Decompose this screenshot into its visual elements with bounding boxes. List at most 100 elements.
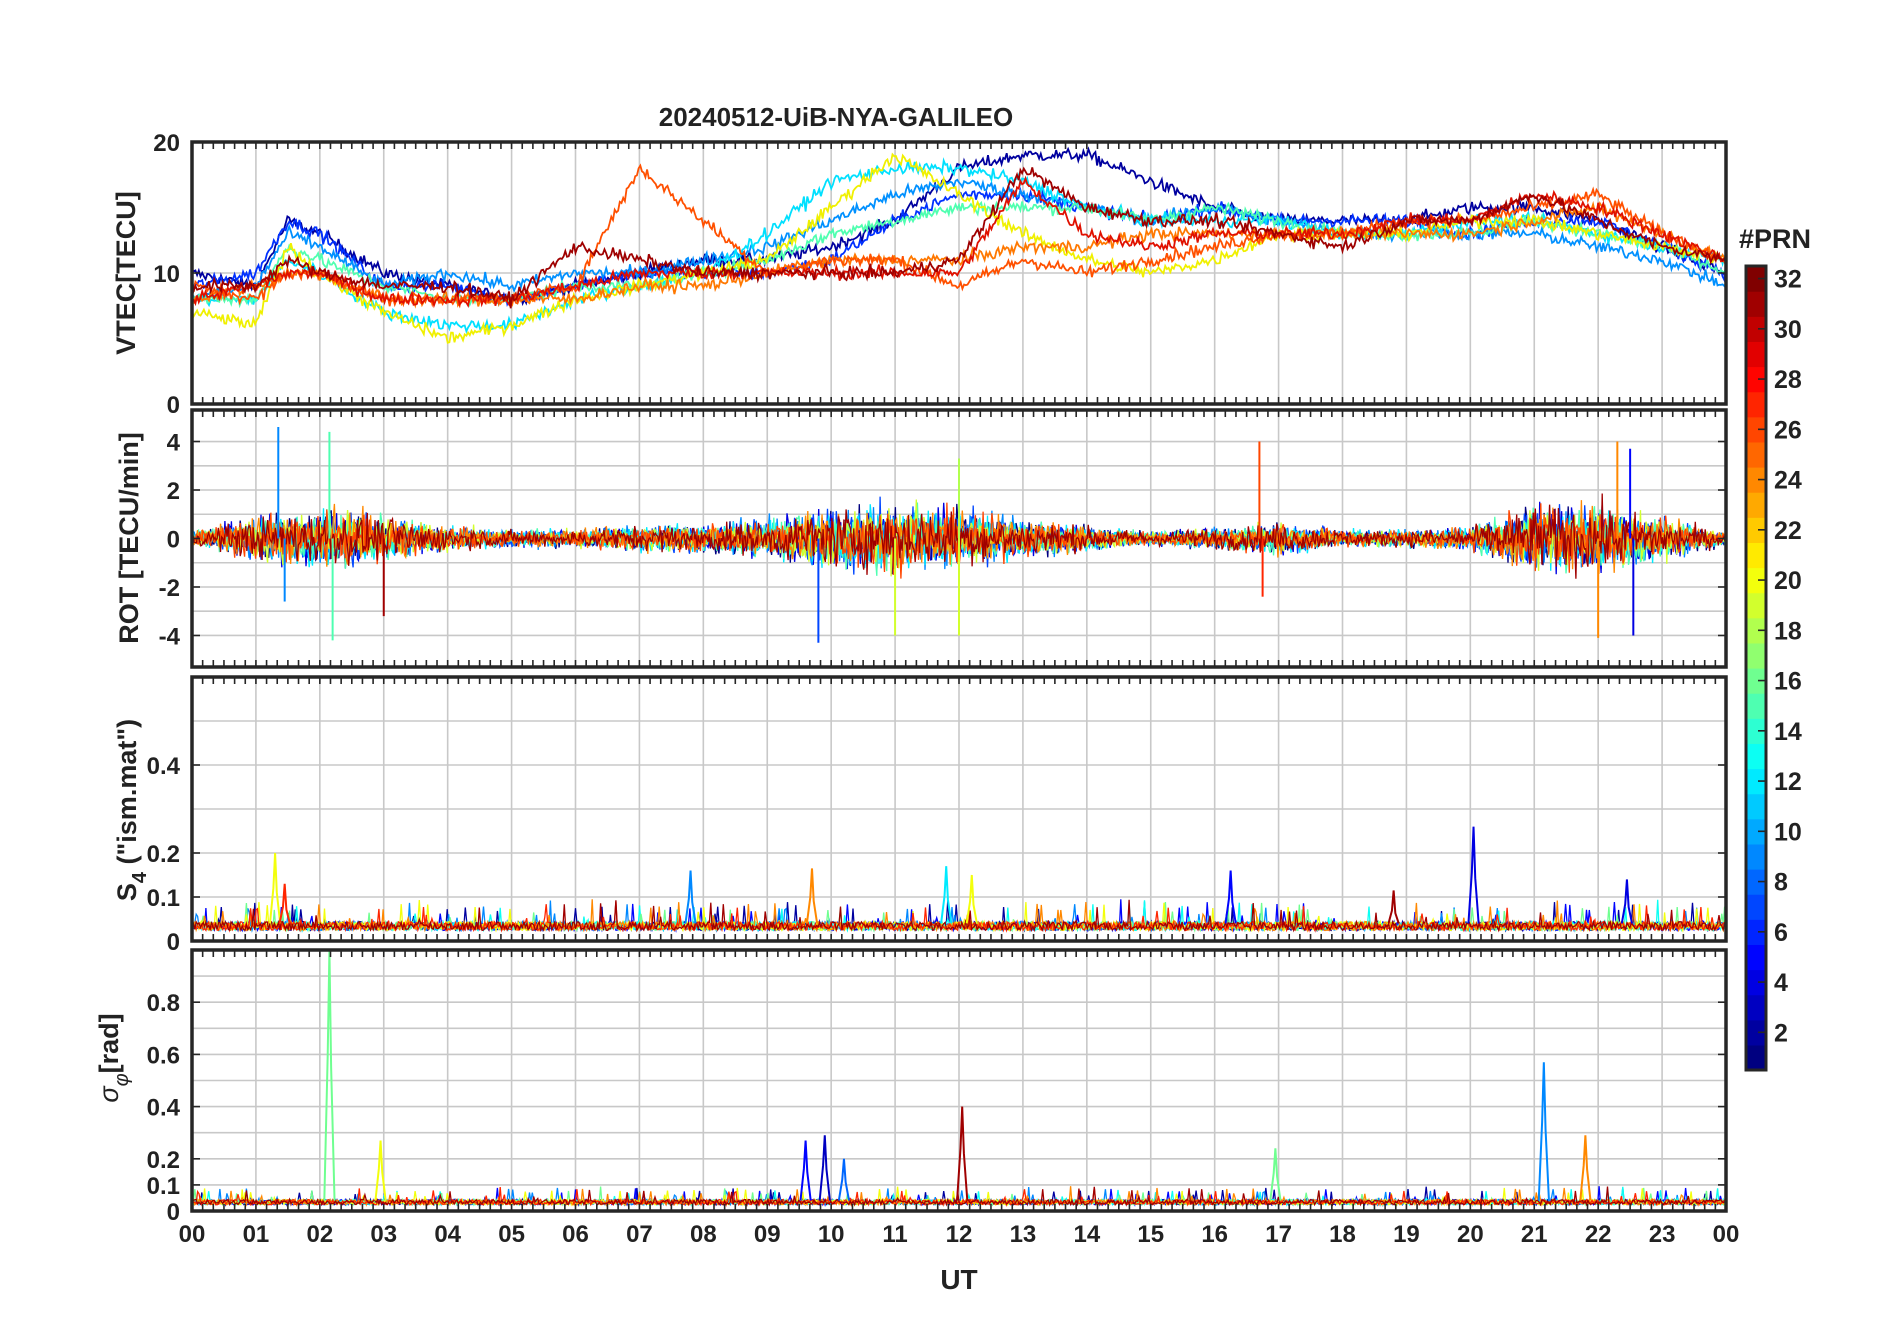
- colorbar-swatch: [1746, 718, 1766, 744]
- colorbar-swatch: [1746, 1044, 1766, 1071]
- colorbar-swatch: [1746, 793, 1766, 820]
- colorbar-swatch: [1746, 743, 1766, 770]
- s4-grid: [192, 677, 1726, 941]
- colorbar-tick-label: 8: [1774, 869, 1788, 897]
- peak-prn-5: [799, 1140, 812, 1201]
- s4-y-axis-label: S4 ("ism.mat"): [112, 719, 151, 901]
- series-line-prn-31: [191, 899, 1727, 933]
- colorbar-tick-label: 22: [1774, 517, 1802, 545]
- colorbar-tick-label: 20: [1774, 567, 1802, 595]
- colorbar-swatch: [1746, 567, 1766, 594]
- x-tick-label: 19: [1393, 1221, 1420, 1248]
- y-tick-label: 0: [167, 929, 180, 956]
- vtec-y-tick-labels: 0 10 20: [153, 130, 180, 419]
- y-tick-label: 0: [167, 1199, 180, 1226]
- y-tick-label: 0.1: [147, 885, 180, 912]
- colorbar-swatch: [1746, 517, 1766, 543]
- x-tick-label: 08: [690, 1221, 717, 1248]
- x-axis-label: UT: [940, 1264, 977, 1295]
- colorbar-swatch: [1746, 969, 1766, 996]
- colorbar-frame: [1744, 264, 1768, 1072]
- colorbar-swatch: [1746, 617, 1766, 644]
- colorbar-title: #PRN: [1739, 224, 1811, 254]
- colorbar-swatch: [1746, 668, 1766, 694]
- peak-prn-12: [940, 866, 953, 924]
- y-tick-label: 10: [153, 261, 180, 288]
- colorbar-tick-label: 16: [1774, 668, 1802, 696]
- colorbar-swatch: [1746, 818, 1766, 845]
- peak-prn-24: [1579, 1135, 1592, 1201]
- rot-series: [191, 426, 1727, 643]
- colorbar-tick-label: 30: [1774, 316, 1802, 344]
- x-tick-label: 17: [1265, 1221, 1292, 1248]
- x-tick-label: 23: [1649, 1221, 1676, 1248]
- peak-prn-20: [965, 874, 978, 924]
- rot-y-axis-label: ROT [TECU/min]: [114, 432, 144, 643]
- y-tick-label: 0: [167, 527, 180, 554]
- x-tick-label: 01: [243, 1221, 270, 1248]
- y-tick-label: 4: [167, 430, 181, 457]
- colorbar-swatch: [1746, 492, 1766, 518]
- rot-axes-frame: [190, 408, 1728, 669]
- colorbar-swatch: [1746, 441, 1766, 468]
- peak-prn-4: [1620, 879, 1634, 924]
- colorbar-swatch: [1746, 843, 1766, 870]
- colorbar-swatch: [1746, 693, 1766, 719]
- x-tick-label: 16: [1201, 1221, 1228, 1248]
- colorbar-gradient: [1746, 266, 1766, 1071]
- vtec-series-line-prn-8: [191, 178, 1727, 306]
- y-tick-label: -4: [159, 623, 181, 650]
- s4-y-tick-labels: 0 0.1 0.2 0.4: [147, 753, 181, 956]
- colorbar-swatch: [1746, 366, 1766, 393]
- peak-prn-9: [684, 870, 697, 924]
- x-tick-label: 20: [1457, 1221, 1484, 1248]
- s4-series: [191, 826, 1727, 933]
- peak-prn-20: [268, 852, 282, 924]
- vtec-panel: 0 10 20 VTEC[TECU]: [111, 130, 1728, 419]
- colorbar-swatch: [1746, 1019, 1766, 1046]
- colorbar-tick-label: 26: [1774, 416, 1802, 444]
- peak-prn-31: [956, 1106, 969, 1201]
- x-tick-label: 18: [1329, 1221, 1356, 1248]
- x-tick-label: 14: [1073, 1221, 1100, 1248]
- x-tick-label: 15: [1137, 1221, 1164, 1248]
- x-tick-label: 04: [434, 1221, 461, 1248]
- x-tick-label: 07: [626, 1221, 653, 1248]
- x-tick-label: 03: [370, 1221, 397, 1248]
- sigma-phi-grid: [192, 950, 1726, 1211]
- peak-prn-9: [1537, 1062, 1550, 1201]
- vtec-axes-frame: [190, 140, 1728, 406]
- colorbar-tick-label: 32: [1774, 266, 1802, 294]
- y-tick-label: 20: [153, 130, 180, 157]
- colorbar-tick-label: 12: [1774, 768, 1802, 796]
- y-tick-label: 2: [167, 478, 180, 505]
- x-tick-label: 05: [498, 1221, 525, 1248]
- vtec-series-line-prn-26: [191, 163, 1727, 309]
- x-tick-label: 06: [562, 1221, 589, 1248]
- colorbar-swatch: [1746, 341, 1766, 368]
- colorbar-swatch: [1746, 391, 1766, 418]
- colorbar-swatch: [1746, 316, 1766, 342]
- sigma-phi-y-tick-labels: 00.10.2 0.4 0.6 0.8: [147, 990, 181, 1226]
- s4-panel: 0 0.1 0.2 0.4 S4 ("ism.mat"): [112, 675, 1728, 956]
- vtec-y-axis-label: VTEC[TECU]: [111, 191, 141, 355]
- colorbar-tick-label: 24: [1774, 467, 1802, 495]
- colorbar-swatch: [1746, 266, 1766, 292]
- peak-prn-24: [805, 868, 819, 924]
- x-tick-label: 11: [882, 1221, 907, 1248]
- peak-prn-5: [1224, 870, 1237, 924]
- y-tick-label: 0.6: [147, 1042, 180, 1069]
- y-tick-label: 0: [167, 392, 180, 419]
- x-tick-label: 09: [754, 1221, 781, 1248]
- colorbar-swatch: [1746, 894, 1766, 920]
- y-tick-label: 0.8: [147, 990, 180, 1017]
- colorbar-swatch: [1746, 416, 1766, 443]
- sigma-phi-y-axis-label: σφ[rad]: [94, 1013, 133, 1102]
- y-tick-label: 0.4: [147, 1095, 181, 1122]
- sigma-phi-panel: 00.10.2 0.4 0.6 0.8 σφ[rad]: [94, 948, 1728, 1226]
- colorbar-swatch: [1746, 869, 1766, 895]
- y-tick-label: 0.2: [147, 841, 180, 868]
